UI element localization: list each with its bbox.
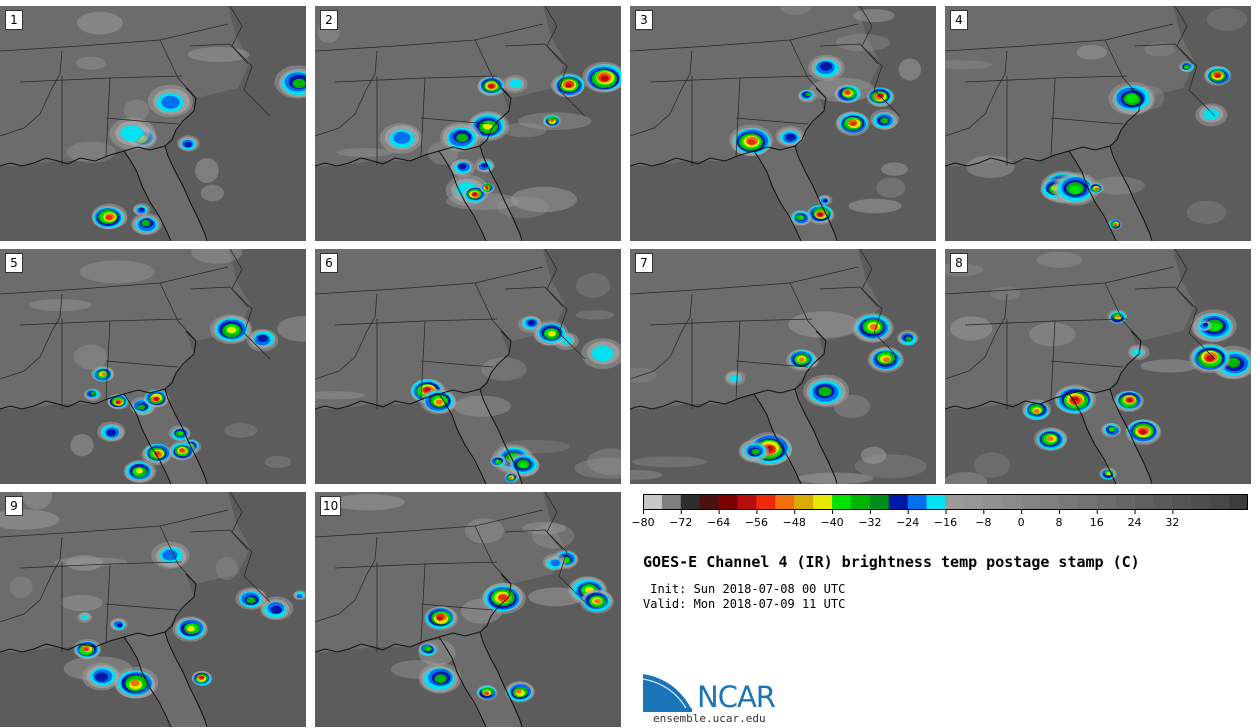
colorbar-swatch bbox=[813, 494, 833, 510]
colorbar-tick-label: −56 bbox=[744, 516, 769, 529]
panel-label: 4 bbox=[950, 10, 968, 30]
colorbar-swatch bbox=[983, 494, 1003, 510]
colorbar-swatch bbox=[699, 494, 719, 510]
colorbar-swatch bbox=[1191, 494, 1211, 510]
colorbar-tick-label: −80 bbox=[631, 516, 655, 529]
colorbar-tick-label: −72 bbox=[669, 516, 693, 529]
colorbar-swatch bbox=[1002, 494, 1022, 510]
panel-label: 5 bbox=[5, 253, 23, 273]
colorbar-swatch bbox=[850, 494, 871, 510]
colorbar-swatch bbox=[1077, 494, 1098, 510]
satellite-map bbox=[315, 249, 621, 484]
init-time: Init: Sun 2018-07-08 00 UTC bbox=[643, 582, 846, 596]
colorbar-swatch bbox=[661, 494, 682, 510]
panel-3: 3 bbox=[630, 6, 936, 241]
colorbar-swatch bbox=[1210, 494, 1230, 510]
colorbar-swatch bbox=[680, 494, 701, 510]
colorbar-swatch bbox=[907, 494, 927, 510]
colorbar-tick-label: −64 bbox=[707, 516, 731, 529]
colorbar-swatch bbox=[1115, 494, 1135, 510]
panel-5: 5 bbox=[0, 249, 306, 484]
colorbar-swatch bbox=[1021, 494, 1041, 510]
colorbar-swatch bbox=[775, 494, 795, 510]
colorbar-swatch bbox=[794, 494, 814, 510]
colorbar-tick-label: −48 bbox=[782, 516, 806, 529]
colorbar-swatch bbox=[718, 494, 738, 510]
panel-label: 2 bbox=[320, 10, 338, 30]
panel-label: 7 bbox=[635, 253, 653, 273]
panel-label: 10 bbox=[320, 496, 342, 516]
logo-url: ensemble.ucar.edu bbox=[653, 712, 766, 725]
colorbar-swatch bbox=[1229, 494, 1248, 510]
satellite-map bbox=[630, 249, 936, 484]
valid-time: Valid: Mon 2018-07-09 11 UTC bbox=[643, 597, 846, 611]
panel-10: 10 bbox=[315, 492, 621, 727]
panel-7: 7 bbox=[630, 249, 936, 484]
colorbar-tick-label: −24 bbox=[896, 516, 920, 529]
colorbar-swatch bbox=[926, 494, 946, 510]
panel-2: 2 bbox=[315, 6, 621, 241]
colorbar-swatch bbox=[1172, 494, 1192, 510]
colorbar-swatch bbox=[888, 494, 908, 510]
satellite-map bbox=[0, 492, 306, 727]
colorbar-tick-label: −32 bbox=[858, 516, 882, 529]
colorbar-tick-label: 8 bbox=[1055, 516, 1063, 529]
satellite-map bbox=[630, 6, 936, 241]
colorbar-swatch bbox=[869, 494, 890, 510]
satellite-map bbox=[0, 6, 306, 241]
colorbar-tick-label: 0 bbox=[1017, 516, 1025, 529]
colorbar-border bbox=[643, 494, 1248, 510]
map-title: GOES-E Channel 4 (IR) brightness temp po… bbox=[643, 553, 1140, 571]
colorbar-swatch bbox=[945, 494, 965, 510]
satellite-map bbox=[315, 6, 621, 241]
panel-label: 6 bbox=[320, 253, 338, 273]
satellite-map bbox=[945, 6, 1251, 241]
colorbar-tick-label: 24 bbox=[1127, 516, 1142, 529]
colorbar-swatch bbox=[832, 494, 852, 510]
panel-1: 1 bbox=[0, 6, 306, 241]
colorbar-swatch bbox=[964, 494, 984, 510]
colorbar-tick-label: −8 bbox=[975, 516, 992, 529]
colorbar bbox=[643, 494, 1248, 514]
panel-label: 8 bbox=[950, 253, 968, 273]
ncar-logo-icon bbox=[642, 672, 693, 712]
panel-label: 3 bbox=[635, 10, 653, 30]
colorbar-swatch bbox=[1096, 494, 1116, 510]
colorbar-tick-label: 32 bbox=[1165, 516, 1180, 529]
panel-4: 4 bbox=[945, 6, 1251, 241]
satellite-map bbox=[0, 249, 306, 484]
colorbar-swatch bbox=[1153, 494, 1173, 510]
panel-label: 9 bbox=[5, 496, 23, 516]
ncar-logo-text: NCAR bbox=[697, 680, 776, 714]
panel-9: 9 bbox=[0, 492, 306, 727]
colorbar-swatch bbox=[756, 494, 776, 510]
satellite-map bbox=[945, 249, 1251, 484]
panel-label: 1 bbox=[5, 10, 23, 30]
colorbar-swatch bbox=[1058, 494, 1079, 510]
colorbar-swatch bbox=[737, 494, 757, 510]
colorbar-tick-label: 16 bbox=[1089, 516, 1104, 529]
colorbar-swatch bbox=[1134, 494, 1154, 510]
colorbar-swatch bbox=[1040, 494, 1060, 510]
colorbar-tick-label: −16 bbox=[933, 516, 958, 529]
colorbar-tick-label: −40 bbox=[820, 516, 844, 529]
panel-6: 6 bbox=[315, 249, 621, 484]
colorbar-swatch bbox=[643, 494, 663, 510]
satellite-map bbox=[315, 492, 621, 727]
panel-8: 8 bbox=[945, 249, 1251, 484]
